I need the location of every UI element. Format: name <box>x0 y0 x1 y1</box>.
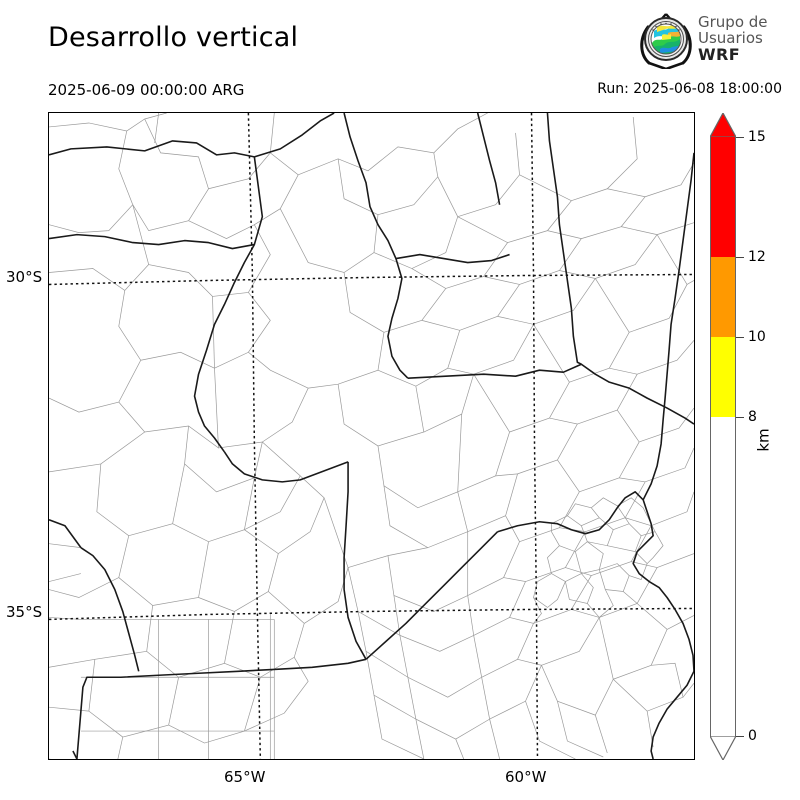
map-geography <box>49 113 694 759</box>
wrf-user-group-logo: Grupo de Usuarios WRF <box>638 13 798 71</box>
logo-line-1: Grupo de <box>698 13 768 31</box>
map-plot-area[interactable] <box>48 112 695 760</box>
colorbar-segment <box>710 137 736 257</box>
colorbar-extend-min-arrow <box>708 735 738 762</box>
colorbar-tick <box>736 736 744 737</box>
lon-tick-65w: 65°W <box>224 768 266 786</box>
colorbar-tick <box>736 416 744 418</box>
colorbar-segment <box>710 336 736 417</box>
logo-line-2: Usuarios <box>698 28 763 47</box>
colorbar-segment <box>710 256 736 337</box>
colorbar-tick-label: 15 <box>748 129 766 145</box>
lat-tick-30s: 30°S <box>6 268 43 286</box>
lon-tick-60w: 60°W <box>505 768 547 786</box>
page-title: Desarrollo vertical <box>48 22 299 53</box>
colorbar-tick-label: 12 <box>748 248 766 265</box>
colorbar-tick-label: 10 <box>748 328 766 345</box>
colorbar-tick <box>736 336 744 338</box>
valid-time-label: 2025-06-09 00:00:00 ARG <box>48 81 245 99</box>
logo-text: Grupo de Usuarios WRF <box>698 13 768 64</box>
run-time-label: Run: 2025-06-08 18:00:00 <box>597 81 782 97</box>
colorbar-tick <box>736 137 744 138</box>
lat-tick-35s: 35°S <box>6 603 43 621</box>
colorbar-tick-label: 0 <box>748 728 757 744</box>
colorbar-tick-label: 8 <box>748 408 757 425</box>
colorbar-tick <box>736 256 744 258</box>
wrf-globe-seal-icon <box>638 13 694 71</box>
colorbar-unit-label: km <box>754 428 773 452</box>
colorbar-extend-max-arrow <box>708 111 738 138</box>
colorbar-segment <box>710 416 736 736</box>
colorbar[interactable]: 0 8 10 12 15 <box>708 111 766 762</box>
logo-line-3: WRF <box>698 44 741 64</box>
